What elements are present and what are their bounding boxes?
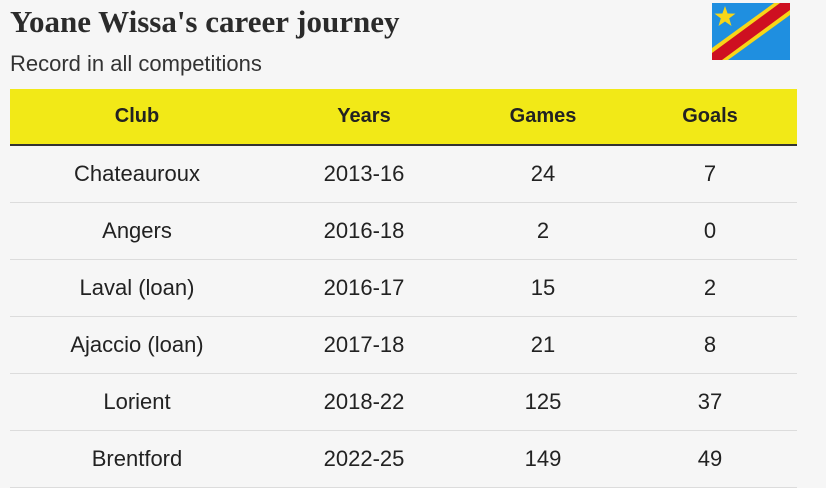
table-cell: Chateauroux (74, 161, 200, 186)
table-row: Lorient 2018-22 125 37 (10, 374, 797, 431)
table-row: Chateauroux 2013-16 24 7 (10, 146, 797, 203)
table-row: Brentford 2022-25 149 49 (10, 431, 797, 488)
table-cell: 49 (697, 446, 723, 471)
table-cell: 125 (524, 389, 562, 414)
table-cell: Angers (102, 218, 172, 243)
table-cell: 0 (703, 218, 717, 243)
table-cell: 8 (703, 332, 717, 357)
table-cell: 2017-18 (323, 332, 405, 357)
table-cell: 2013-16 (323, 161, 405, 186)
title: Yoane Wissa's career journey (10, 4, 400, 39)
table-cell: 2 (536, 218, 550, 243)
table-cell: Brentford (91, 446, 183, 471)
subtitle: Record in all competitions (10, 51, 262, 76)
page: Yoane Wissa's career journey Record in a… (10, 3, 797, 488)
table-cell: 7 (703, 161, 717, 186)
header-row: Club Years Games Goals (10, 89, 797, 146)
column-header: Club (114, 105, 160, 127)
table-cell: 15 (530, 275, 556, 300)
table-row: Angers 2016-18 2 0 (10, 203, 797, 260)
flag (712, 3, 790, 60)
table-cell: 2016-17 (323, 275, 405, 300)
table-cell: 2016-18 (323, 218, 405, 243)
table-cell: Ajaccio (loan) (70, 332, 204, 357)
table-cell: 2018-22 (323, 389, 405, 414)
table-cell: 21 (530, 332, 556, 357)
table-cell: 2 (703, 275, 717, 300)
table-cell: 37 (697, 389, 723, 414)
table: Club Years Games Goals Chateauroux 2013-16 24 7… (10, 89, 797, 488)
table-row: Laval (loan) 2016-17 15 2 (10, 260, 797, 317)
column-header: Years (337, 105, 391, 127)
table-cell: Lorient (103, 389, 171, 414)
table-cell: 24 (530, 161, 556, 186)
table-row: Ajaccio (loan) 2017-18 21 8 (10, 317, 797, 374)
table-cell: Laval (loan) (79, 275, 195, 300)
column-header: Games (509, 105, 577, 127)
column-header: Goals (682, 105, 738, 127)
